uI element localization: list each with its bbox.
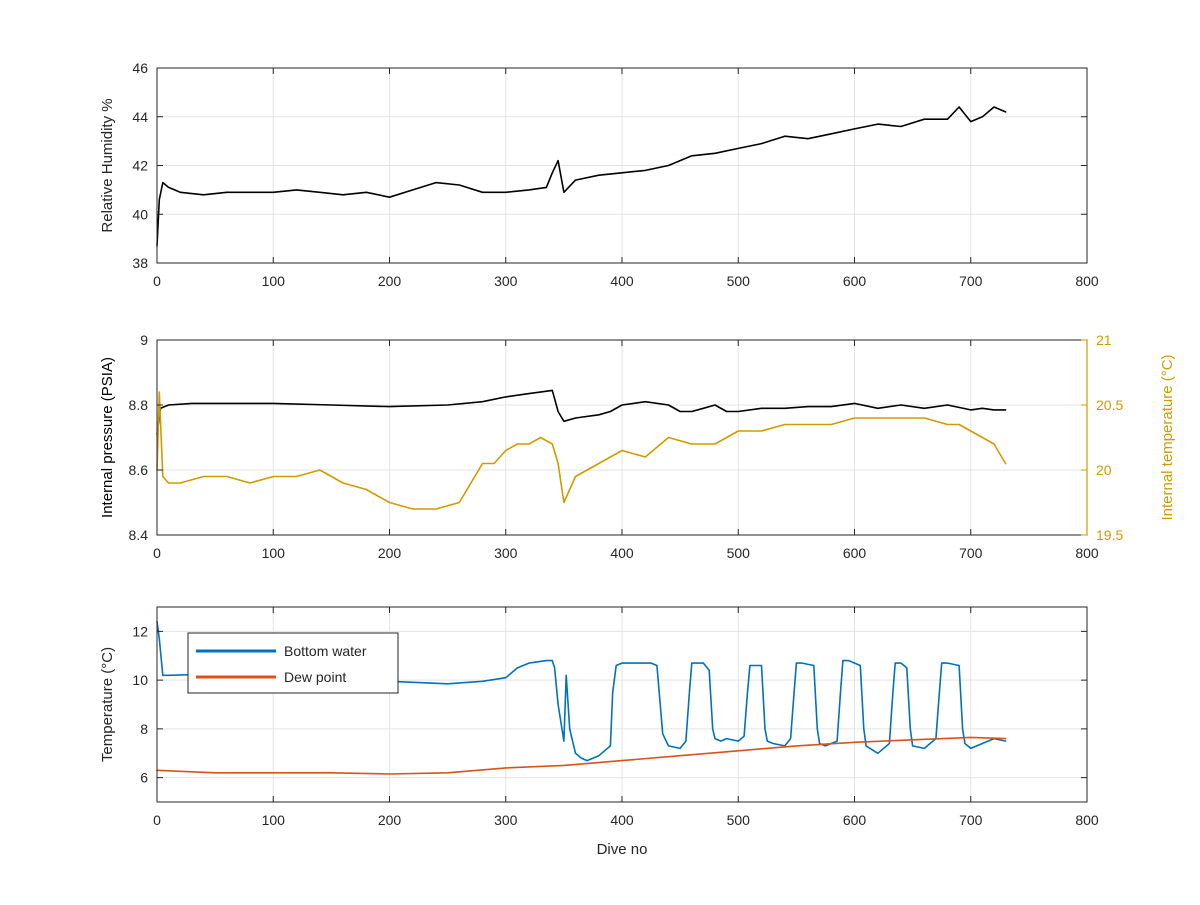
- x-tick-label: 300: [494, 812, 518, 828]
- x-tick-label: 200: [378, 812, 402, 828]
- x-tick-label: 0: [153, 273, 161, 289]
- legend-label-2: Dew point: [284, 669, 346, 685]
- series-line-2: [156, 391, 1007, 510]
- chart-panel-3: 0 100 200 300 400 500 600 700 800 6 8 10 12 Temperatu…: [99, 606, 1099, 858]
- y2-tick-label: 21: [1096, 332, 1112, 348]
- y-tick-label: 44: [132, 109, 148, 125]
- x-tick-label: 600: [843, 545, 867, 561]
- x-tick-label: 500: [727, 545, 751, 561]
- x-tick-label: 100: [262, 545, 286, 561]
- y-tick-label: 8.6: [129, 462, 149, 478]
- x-tick-label: 200: [378, 545, 402, 561]
- series-line-2: [156, 736, 1007, 775]
- legend-box: [187, 632, 399, 694]
- x-tick-label: 800: [1075, 812, 1099, 828]
- legend-label-1: Bottom water: [284, 643, 367, 659]
- x-tick-label: 400: [610, 545, 634, 561]
- chart-panel-1: 0 100 200 300 400 500 600 700 800 38 40 42 44 46 Relat…: [99, 60, 1099, 289]
- y-tick-label: 38: [132, 255, 148, 271]
- x-tick-label: 400: [610, 812, 634, 828]
- series-line-1: [156, 389, 1007, 436]
- y-tick-label: 8.8: [129, 397, 149, 413]
- y-tick-label: 40: [132, 206, 148, 222]
- y-tick-label: 46: [132, 60, 148, 76]
- x-axis-label: Dive no: [597, 841, 648, 858]
- series-line-1: [156, 620, 1007, 762]
- x-tick-label: 0: [153, 545, 161, 561]
- x-tick-label: 800: [1075, 273, 1099, 289]
- y-axis-label: Temperature (°C): [99, 647, 116, 762]
- chart-panel-2: 0 100 200 300 400 500 600 700 800 8.4 8.6 8.8 9 19.5 2…: [99, 332, 1176, 561]
- x-tick-label: 400: [610, 273, 634, 289]
- x-tick-label: 700: [959, 273, 983, 289]
- y-tick-label: 42: [132, 158, 148, 174]
- x-tick-label: 200: [378, 273, 402, 289]
- y-tick-label: 6: [140, 770, 148, 786]
- x-tick-label: 500: [727, 812, 751, 828]
- series-line-1: [156, 106, 1007, 247]
- x-tick-label: 500: [727, 273, 751, 289]
- y2-tick-label: 20: [1096, 462, 1112, 478]
- y-tick-label: 9: [140, 332, 148, 348]
- x-tick-label: 800: [1075, 545, 1099, 561]
- y2-axis-label: Internal temperature (°C): [1159, 354, 1176, 520]
- y-tick-label: 8.4: [129, 527, 149, 543]
- x-tick-label: 300: [494, 545, 518, 561]
- x-tick-label: 300: [494, 273, 518, 289]
- y-axis-label: Relative Humidity %: [99, 98, 116, 232]
- x-tick-label: 100: [262, 812, 286, 828]
- y-tick-label: 10: [132, 672, 148, 688]
- x-tick-label: 0: [153, 812, 161, 828]
- y-axis-label: Internal pressure (PSIA): [99, 357, 116, 518]
- x-tick-label: 600: [843, 812, 867, 828]
- x-tick-label: 600: [843, 273, 867, 289]
- y2-tick-label: 19.5: [1096, 527, 1123, 543]
- x-tick-label: 700: [959, 812, 983, 828]
- legend: Bottom water Dew point: [187, 632, 399, 694]
- y-tick-label: 12: [132, 623, 148, 639]
- x-tick-label: 700: [959, 545, 983, 561]
- x-tick-label: 100: [262, 273, 286, 289]
- y-tick-label: 8: [140, 721, 148, 737]
- y2-tick-label: 20.5: [1096, 397, 1123, 413]
